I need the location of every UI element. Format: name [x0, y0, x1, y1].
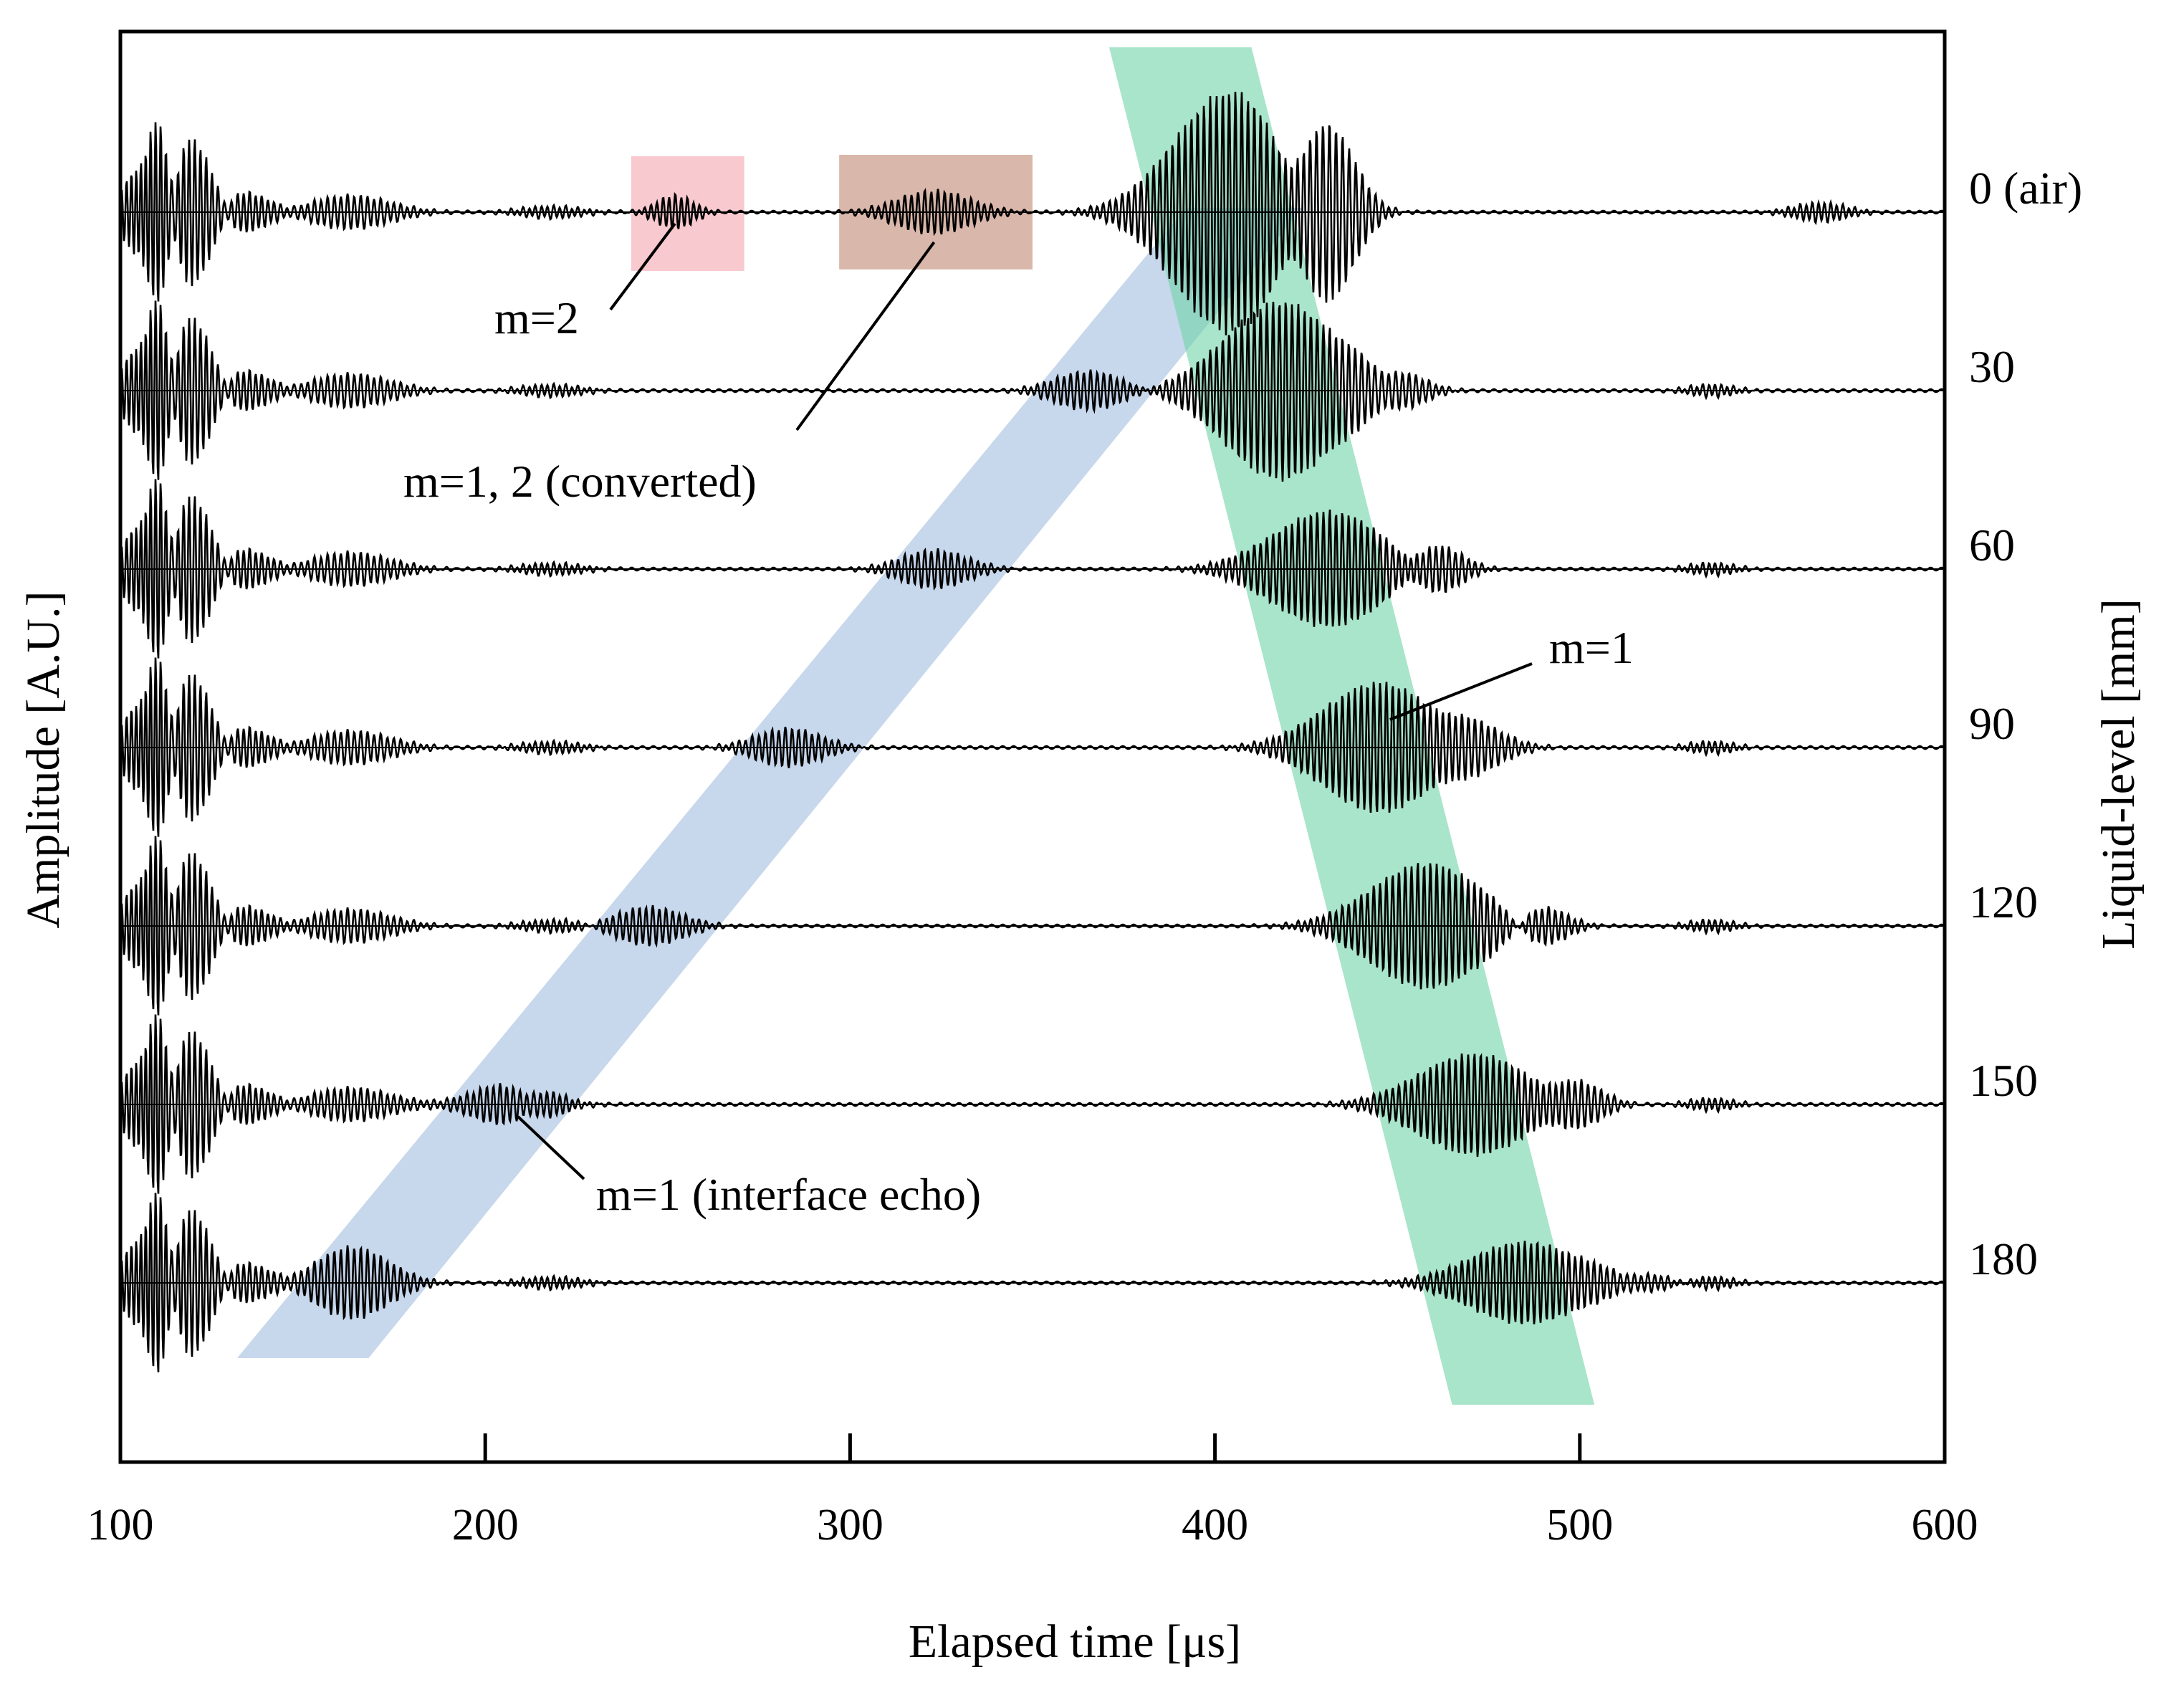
x-axis-title: Elapsed time [μs] [909, 1615, 1241, 1668]
annotation-converted-leader [795, 241, 936, 431]
interface-echo-band [236, 208, 1303, 1358]
annotation-m1: m=1 [1549, 622, 1634, 673]
y2-axis-title: Liquid-level [mm] [2092, 598, 2145, 949]
annotations: m=2 m=1, 2 (converted) m=1 m=1 (interface e… [403, 222, 1634, 1220]
level-label-150: 150 [1969, 1055, 2038, 1106]
level-label-180: 180 [1969, 1233, 2038, 1284]
annotation-interface-echo: m=1 (interface echo) [596, 1169, 981, 1220]
waveform-traces [120, 91, 1945, 1372]
x-tick-label-300: 300 [817, 1501, 883, 1550]
annotation-interface-echo-leader [517, 1115, 585, 1180]
annotation-m2-leader [609, 222, 676, 311]
level-label-120: 120 [1969, 877, 2038, 927]
level-label-30: 30 [1969, 341, 2015, 392]
m2-highlight-box [631, 156, 744, 271]
axes [118, 29, 1947, 1464]
x-tick-label-500: 500 [1546, 1501, 1613, 1550]
annotation-m1-leader [1389, 662, 1533, 721]
annotation-m1-m2-converted: m=1, 2 (converted) [403, 456, 757, 507]
annotation-m2: m=2 [494, 292, 579, 343]
level-label-90: 90 [1969, 698, 2015, 749]
liquid-level-labels: 0 (air) 30 60 90 120 150 180 [1969, 163, 2082, 1284]
level-label-60: 60 [1969, 520, 2015, 570]
x-tick-label-100: 100 [87, 1501, 154, 1550]
x-tick-label-200: 200 [452, 1501, 519, 1550]
plot-frame [118, 29, 1947, 1464]
x-tick-label-600: 600 [1912, 1501, 1978, 1550]
x-axis-ticks: 100 200 300 400 500 600 [87, 1433, 1978, 1550]
level-label-0: 0 (air) [1969, 163, 2082, 214]
x-tick-label-400: 400 [1182, 1501, 1248, 1550]
y-axis-title: Amplitude [A.U.] [17, 591, 70, 928]
